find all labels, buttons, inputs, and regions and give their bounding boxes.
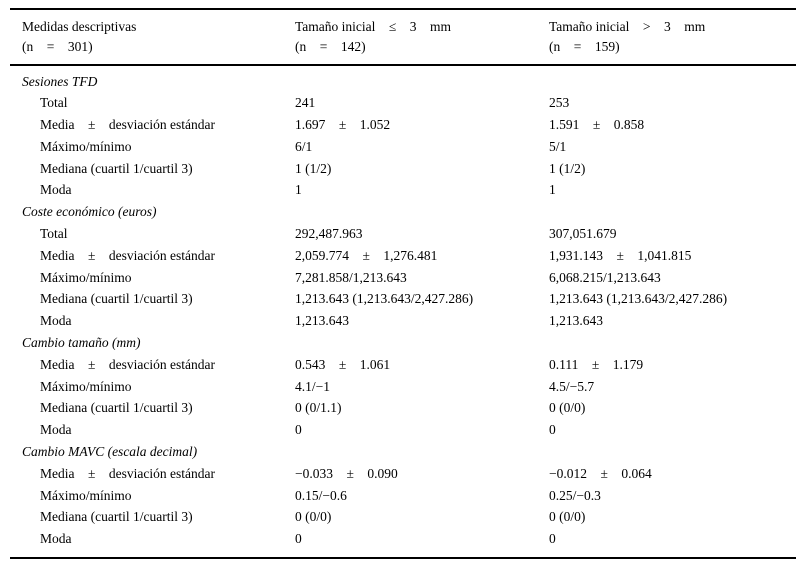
section-title: Coste económico (euros) [22, 204, 157, 220]
column-header-initial-gt-3mm: Tamaño inicial > 3 mm (n = 159) [549, 17, 796, 57]
value-gt3mm: 1,931.143 ± 1,041.815 [549, 247, 692, 263]
value-le3mm: 6/1 [295, 138, 313, 154]
table-row: Mediana (cuartil 1/cuartil 3) 1,213.643 … [10, 288, 796, 310]
row-label: Moda [40, 182, 72, 198]
column-header-le3-title: Tamaño inicial ≤ 3 mm [295, 18, 452, 34]
row-label: Media ± desviación estándar [40, 356, 215, 372]
value-le3mm: 1,213.643 [295, 313, 349, 329]
value-le3mm: 1,213.643 (1,213.643/2,427.286) [295, 291, 474, 307]
value-gt3mm: 0 (0/0) [549, 400, 586, 416]
table-row: Media ± desviación estándar −0.033 ± 0.0… [10, 463, 796, 485]
row-label: Total [40, 226, 68, 242]
table-row: Total 241 253 [10, 92, 796, 114]
row-label: Moda [40, 531, 72, 547]
value-le3mm: 1 (1/2) [295, 160, 332, 176]
section-row-cambio-mavc: Cambio MAVC (escala decimal) [10, 441, 796, 463]
value-le3mm: −0.033 ± 0.090 [295, 465, 398, 481]
row-label: Máximo/mínimo [40, 138, 132, 154]
row-label: Mediana (cuartil 1/cuartil 3) [40, 400, 193, 416]
table-row: Máximo/mínimo 6/1 5/1 [10, 136, 796, 158]
table-body: Sesiones TFD Total 241 253 Media ± desvi… [10, 66, 796, 558]
value-gt3mm: 253 [549, 95, 570, 111]
table-row: Moda 1 1 [10, 179, 796, 201]
value-gt3mm: −0.012 ± 0.064 [549, 465, 652, 481]
table-row: Moda 0 0 [10, 528, 796, 550]
value-gt3mm: 6,068.215/1,213.643 [549, 269, 661, 285]
table-row: Media ± desviación estándar 1.697 ± 1.05… [10, 114, 796, 136]
row-label: Mediana (cuartil 1/cuartil 3) [40, 291, 193, 307]
section-row-cambio-tamano: Cambio tamaño (mm) [10, 332, 796, 354]
value-gt3mm: 0.25/−0.3 [549, 487, 601, 503]
value-gt3mm: 5/1 [549, 138, 567, 154]
table-top-rule [10, 8, 796, 10]
value-gt3mm: 1 (1/2) [549, 160, 586, 176]
table-row: Máximo/mínimo 0.15/−0.6 0.25/−0.3 [10, 485, 796, 507]
value-le3mm: 0 [295, 422, 302, 438]
value-gt3mm: 4.5/−5.7 [549, 378, 595, 394]
table-row: Media ± desviación estándar 2,059.774 ± … [10, 245, 796, 267]
value-le3mm: 0.543 ± 1.061 [295, 356, 391, 372]
value-le3mm: 1.697 ± 1.052 [295, 117, 391, 133]
table-row: Máximo/mínimo 7,281.858/1,213.643 6,068.… [10, 267, 796, 289]
row-label: Máximo/mínimo [40, 378, 132, 394]
row-label: Mediana (cuartil 1/cuartil 3) [40, 160, 193, 176]
value-le3mm: 7,281.858/1,213.643 [295, 269, 407, 285]
column-header-le3-n: (n = 142) [295, 38, 366, 54]
row-label: Máximo/mínimo [40, 269, 132, 285]
section-title: Cambio MAVC (escala decimal) [22, 444, 198, 460]
value-le3mm: 1 [295, 182, 302, 198]
row-label: Máximo/mínimo [40, 487, 132, 503]
descriptive-statistics-table: Medidas descriptivas (n = 301) Tamaño in… [10, 8, 796, 560]
table-row: Moda 1,213.643 1,213.643 [10, 310, 796, 332]
value-le3mm: 0 (0/1.1) [295, 400, 342, 416]
table-row: Mediana (cuartil 1/cuartil 3) 0 (0/0) 0 … [10, 506, 796, 528]
column-header-medidas-title: Medidas descriptivas [22, 18, 137, 34]
column-header-gt3-title: Tamaño inicial > 3 mm [549, 18, 706, 34]
value-le3mm: 2,059.774 ± 1,276.481 [295, 247, 438, 263]
section-row-sesiones-tfd: Sesiones TFD [10, 71, 796, 93]
row-label: Media ± desviación estándar [40, 465, 215, 481]
value-le3mm: 241 [295, 95, 316, 111]
column-header-gt3-n: (n = 159) [549, 38, 620, 54]
table-row: Media ± desviación estándar 0.543 ± 1.06… [10, 354, 796, 376]
value-gt3mm: 0 [549, 422, 556, 438]
value-gt3mm: 1,213.643 (1,213.643/2,427.286) [549, 291, 728, 307]
value-le3mm: 0 [295, 531, 302, 547]
section-title: Sesiones TFD [22, 73, 98, 89]
value-gt3mm: 1 [549, 182, 556, 198]
table-row: Total 292,487.963 307,051.679 [10, 223, 796, 245]
table-row: Moda 0 0 [10, 419, 796, 441]
value-gt3mm: 0 [549, 531, 556, 547]
row-label: Media ± desviación estándar [40, 117, 215, 133]
row-label: Mediana (cuartil 1/cuartil 3) [40, 509, 193, 525]
section-row-coste-economico: Coste económico (euros) [10, 201, 796, 223]
value-gt3mm: 307,051.679 [549, 226, 617, 242]
row-label: Moda [40, 422, 72, 438]
value-gt3mm: 0 (0/0) [549, 509, 586, 525]
value-le3mm: 0 (0/0) [295, 509, 332, 525]
section-title: Cambio tamaño (mm) [22, 335, 141, 351]
value-le3mm: 4.1/−1 [295, 378, 330, 394]
row-label: Media ± desviación estándar [40, 247, 215, 263]
column-header-medidas-n: (n = 301) [22, 38, 93, 54]
column-header-initial-le-3mm: Tamaño inicial ≤ 3 mm (n = 142) [295, 17, 549, 57]
table-row: Mediana (cuartil 1/cuartil 3) 0 (0/1.1) … [10, 397, 796, 419]
table-header-row: Medidas descriptivas (n = 301) Tamaño in… [10, 10, 796, 64]
value-gt3mm: 1,213.643 [549, 313, 603, 329]
column-header-medidas: Medidas descriptivas (n = 301) [10, 17, 295, 57]
row-label: Total [40, 95, 68, 111]
row-label: Moda [40, 313, 72, 329]
value-le3mm: 292,487.963 [295, 226, 363, 242]
table-bottom-rule [10, 557, 796, 560]
value-gt3mm: 0.111 ± 1.179 [549, 356, 644, 372]
table-row: Mediana (cuartil 1/cuartil 3) 1 (1/2) 1 … [10, 158, 796, 180]
value-le3mm: 0.15/−0.6 [295, 487, 347, 503]
table-header-rule [10, 63, 796, 66]
table-row: Máximo/mínimo 4.1/−1 4.5/−5.7 [10, 376, 796, 398]
value-gt3mm: 1.591 ± 0.858 [549, 117, 645, 133]
